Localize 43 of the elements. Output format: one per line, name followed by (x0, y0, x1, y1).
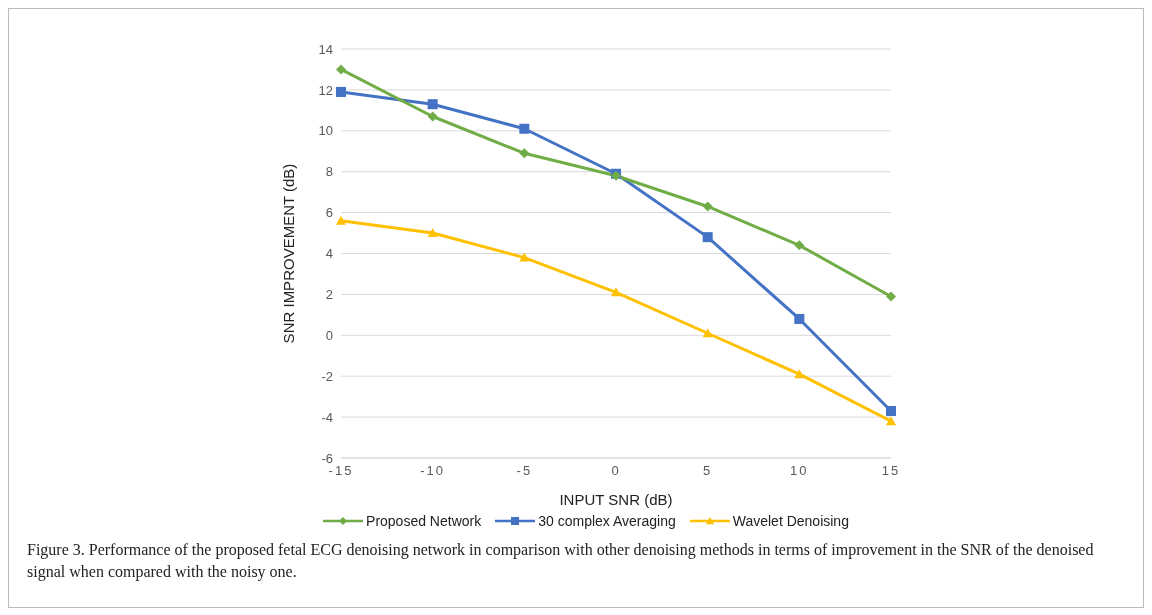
x-tick-label: 0 (611, 463, 621, 479)
legend-label: Proposed Network (365, 513, 482, 529)
caption: Figure 3. Performance of the proposed fetal ECG denoising network in comparison with other denoising methods in terms of improvement in the SNR of the denoised signal when compared with the noisy one. (27, 540, 1095, 583)
x-tick-label: 10 (790, 463, 809, 479)
legend-label: 30 complex Averaging (537, 513, 676, 529)
y-tick-label: 10 (318, 123, 333, 139)
point (702, 232, 713, 243)
y-tick-label: 0 (325, 327, 333, 343)
point (886, 416, 896, 426)
y-tick-label: 14 (318, 41, 333, 57)
point (336, 86, 346, 97)
point (794, 240, 805, 251)
x-tick-label: -10 (420, 463, 446, 479)
y-tick-label: 8 (325, 164, 333, 180)
x-tick-label: 5 (703, 463, 713, 479)
point (519, 123, 530, 134)
point (794, 369, 805, 379)
point (519, 252, 530, 262)
point (611, 287, 621, 297)
y-tick-label: 4 (325, 246, 333, 262)
y-axis-title: SNR IMPROVEMENT (dB) (280, 163, 298, 344)
point (519, 148, 530, 159)
point (702, 328, 713, 338)
x-tick-label: -5 (516, 463, 533, 479)
point (794, 313, 805, 324)
y-tick-label: -4 (321, 409, 333, 425)
point (336, 64, 346, 75)
point (427, 228, 438, 238)
y-tick-label: 2 (325, 287, 333, 303)
x-tick-label: -15 (328, 463, 354, 479)
point (886, 291, 896, 302)
y-tick-label: -2 (321, 368, 333, 384)
legend-label: Wavelet Denoising (731, 513, 849, 529)
point (427, 99, 438, 110)
point (886, 405, 896, 416)
x-axis-title: INPUT SNR (dB) (559, 491, 673, 508)
y-tick-label: -6 (321, 450, 333, 466)
x-tick-label: 15 (881, 463, 901, 479)
y-tick-label: 12 (318, 82, 333, 98)
point (702, 201, 713, 212)
point (427, 111, 438, 122)
y-tick-label: 6 (325, 205, 333, 221)
point (336, 215, 346, 225)
